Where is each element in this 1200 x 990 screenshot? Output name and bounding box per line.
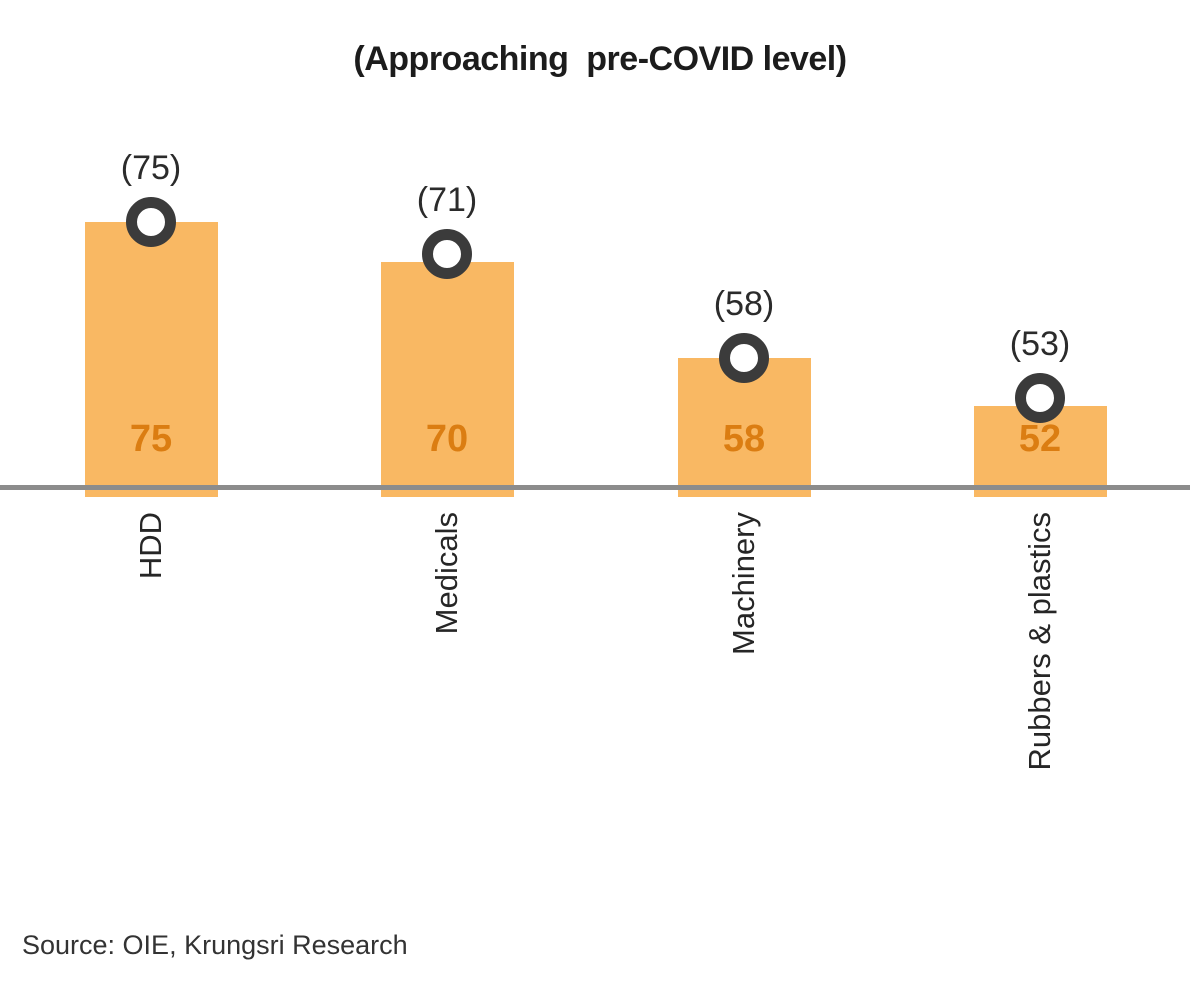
marker-value-label: (53) <box>1009 325 1071 363</box>
bar <box>380 262 514 497</box>
circle-marker <box>126 197 176 247</box>
category-label: Rubbers & plastics <box>930 512 1150 770</box>
marker-value-label: (71) <box>416 181 478 219</box>
category-label-text: HDD <box>133 512 168 580</box>
chart-title: (Approaching pre-COVID level) <box>353 40 847 78</box>
bar-value-label: 75 <box>129 418 173 460</box>
bar-value-label: 52 <box>1018 418 1062 460</box>
marker-value-label: (58) <box>713 285 775 323</box>
circle-marker <box>422 229 472 279</box>
circle-marker <box>719 333 769 383</box>
bar-value-label: 58 <box>722 418 766 460</box>
x-axis-line <box>0 485 1190 490</box>
bar-value-label: 70 <box>425 418 469 460</box>
bar <box>84 222 218 497</box>
category-label: HDD <box>41 512 261 579</box>
category-label-text: Medicals <box>429 512 464 635</box>
source-note: Source: OIE, Krungsri Research <box>22 930 408 960</box>
circle-marker <box>1015 373 1065 423</box>
marker-value-label: (75) <box>120 149 182 187</box>
category-label: Machinery <box>634 512 854 655</box>
category-label-text: Machinery <box>726 512 761 655</box>
category-label-text: Rubbers & plastics <box>1022 512 1057 771</box>
category-label: Medicals <box>337 512 557 634</box>
